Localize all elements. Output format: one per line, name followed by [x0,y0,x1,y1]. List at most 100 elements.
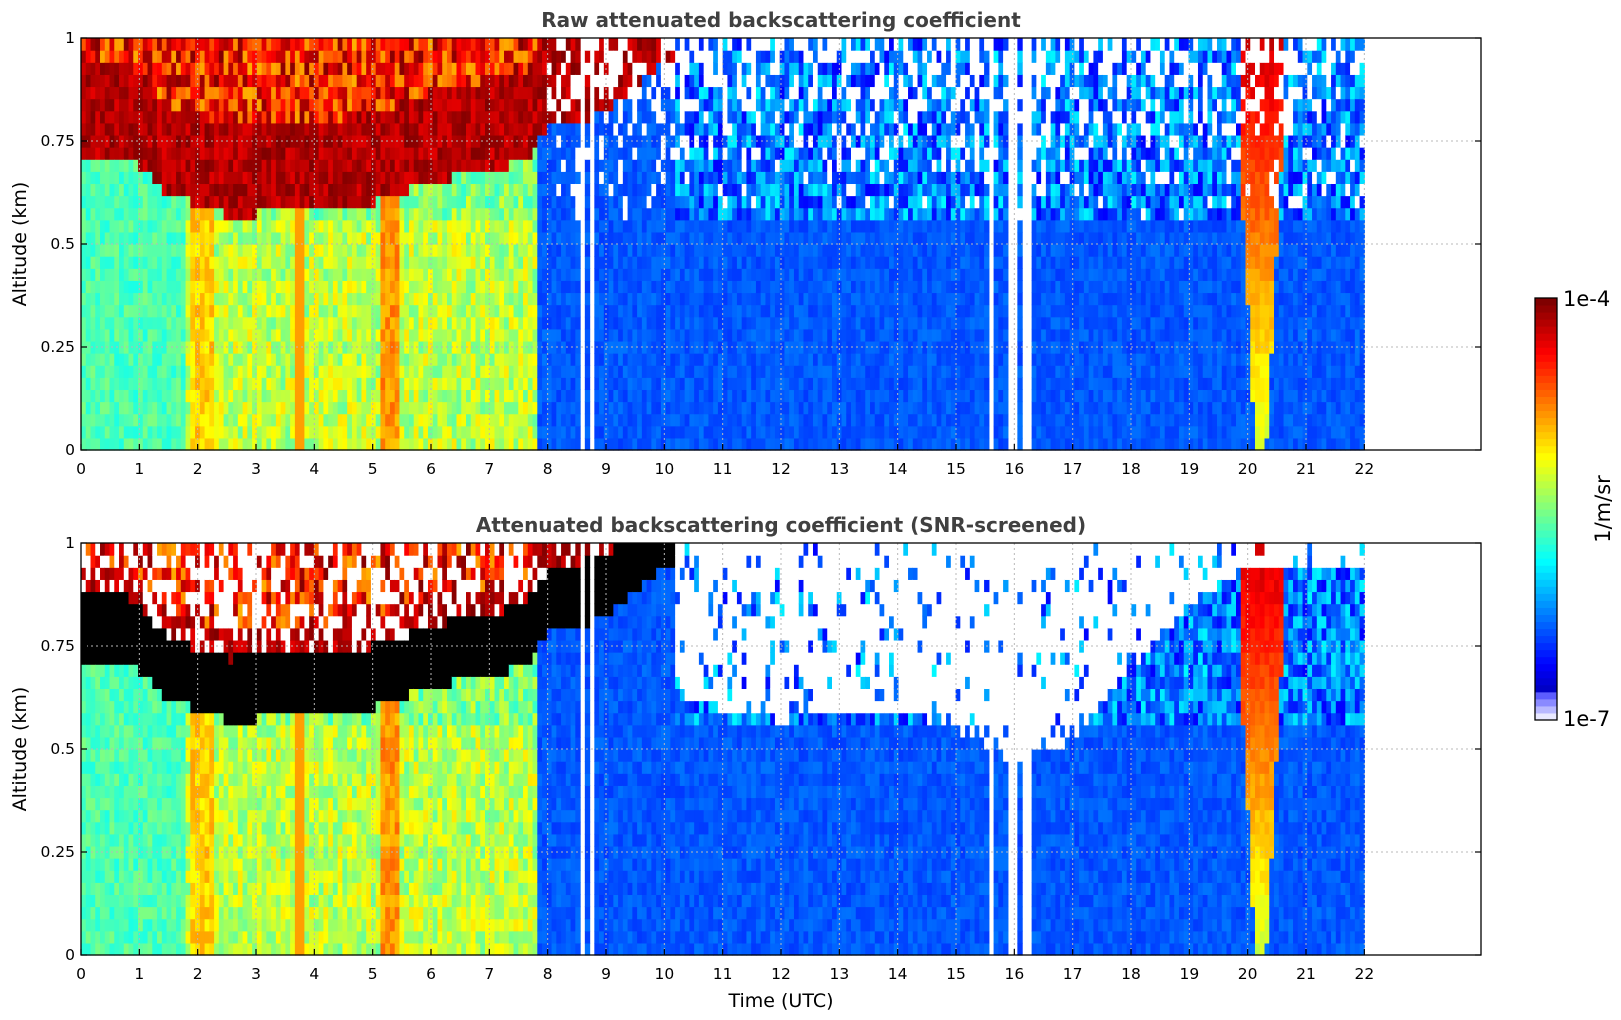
heatmap-cell [727,99,732,112]
heatmap-cell [518,38,523,51]
heatmap-cell [176,62,181,75]
heatmap-cell [91,220,96,233]
heatmap-cell [252,232,257,245]
heatmap-cell [347,74,352,87]
heatmap-cell [504,62,509,75]
heatmap-cell [746,402,751,415]
heatmap-cell [699,317,704,330]
heatmap-cell [380,329,385,342]
heatmap-cell [476,389,481,402]
heatmap-cell [176,159,181,172]
heatmap-cell [537,256,542,269]
heatmap-cell [152,196,157,209]
heatmap-cell [338,305,343,318]
heatmap-cell [295,438,300,451]
heatmap-cell [395,244,400,257]
heatmap-cell [775,256,780,269]
heatmap-cell [209,147,214,160]
heatmap-cell [447,426,452,439]
heatmap-cell [623,232,628,245]
heatmap-cell [556,377,561,390]
heatmap-cell [200,402,205,415]
heatmap-cell [556,256,561,269]
heatmap-cell [746,99,751,112]
heatmap-cell [680,99,685,112]
heatmap-cell [737,232,742,245]
heatmap-cell [675,38,680,51]
heatmap-cell [552,50,557,63]
heatmap-cell [556,292,561,305]
heatmap-cell [328,62,333,75]
heatmap-cell [552,389,557,402]
heatmap-cell [490,123,495,136]
heatmap-cell [100,365,105,378]
heatmap-cell [300,426,305,439]
heatmap-cell [295,196,300,209]
heatmap-cell [476,171,481,184]
heatmap-cell [409,208,414,221]
heatmap-cell [637,74,642,87]
heatmap-cell [699,292,704,305]
heatmap-cell [105,377,110,390]
heatmap-cell [171,377,176,390]
heatmap-cell [618,244,623,257]
heatmap-cell [328,414,333,427]
heatmap-cell [186,123,191,136]
heatmap-cell [495,123,500,136]
heatmap-cell [395,86,400,99]
heatmap-cell [304,268,309,281]
heatmap-cell [775,99,780,112]
heatmap-cell [713,389,718,402]
heatmap-cell [623,99,628,112]
heatmap-cell [476,353,481,366]
heatmap-cell [95,159,100,172]
heatmap-cell [167,389,172,402]
heatmap-cell [647,147,652,160]
heatmap-cell [437,292,442,305]
heatmap-cell [95,62,100,75]
heatmap-cell [138,111,143,124]
heatmap-cell [100,353,105,366]
heatmap-cell [105,220,110,233]
heatmap-cell [737,38,742,51]
heatmap-cell [599,389,604,402]
heatmap-cell [323,426,328,439]
heatmap-cell [632,353,637,366]
heatmap-cell [399,389,404,402]
heatmap-cell [152,74,157,87]
heatmap-cell [342,377,347,390]
heatmap-cell [105,329,110,342]
heatmap-cell [328,244,333,257]
heatmap-cell [262,292,267,305]
heatmap-cell [704,377,709,390]
heatmap-cell [761,147,766,160]
heatmap-cell [632,256,637,269]
heatmap-cell [499,183,504,196]
heatmap-cell [685,438,690,451]
heatmap-cell [609,402,614,415]
heatmap-cell [304,389,309,402]
heatmap-cell [342,329,347,342]
heatmap-cell [233,389,238,402]
heatmap-cell [385,389,390,402]
heatmap-cell [689,220,694,233]
heatmap-cell [456,377,461,390]
heatmap-cell [780,365,785,378]
heatmap-cell [452,426,457,439]
heatmap-cell [290,171,295,184]
heatmap-cell [632,220,637,233]
heatmap-cell [333,38,338,51]
heatmap-cell [252,365,257,378]
heatmap-cell [556,414,561,427]
heatmap-cell [309,50,314,63]
heatmap-cell [395,99,400,112]
heatmap-cell [295,147,300,160]
heatmap-cell [366,208,371,221]
heatmap-cell [561,292,566,305]
heatmap-cell [105,159,110,172]
heatmap-cell [224,86,229,99]
heatmap-cell [647,171,652,184]
heatmap-cell [476,183,481,196]
heatmap-cell [404,377,409,390]
heatmap-cell [262,50,267,63]
